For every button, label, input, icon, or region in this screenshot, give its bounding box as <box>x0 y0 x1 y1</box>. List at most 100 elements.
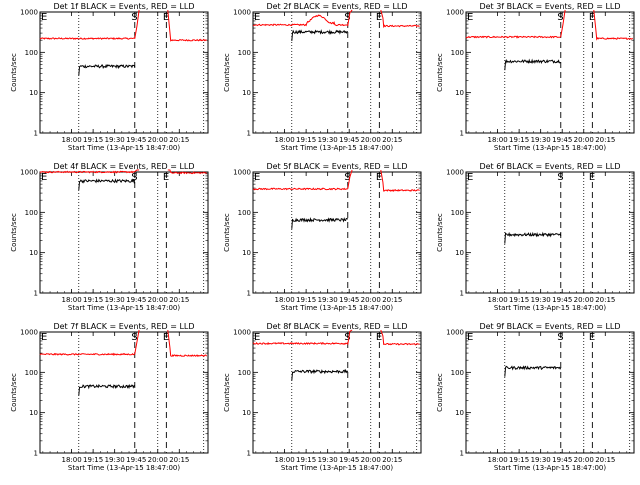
lld-series-line <box>39 169 207 175</box>
x-tick-label: 19:45 <box>126 456 146 464</box>
x-tick-label: 19:45 <box>339 296 359 304</box>
marker-label: S <box>344 12 350 23</box>
x-tick-label: 19:30 <box>531 136 551 144</box>
x-tick-label: 18:00 <box>274 296 294 304</box>
y-axis-label: Counts/sec <box>223 213 231 252</box>
x-tick-label: 19:45 <box>552 456 572 464</box>
marker-label: E <box>589 172 595 183</box>
marker-label: S <box>131 172 137 183</box>
x-tick-label: 18:00 <box>487 136 507 144</box>
x-tick-label: 18:00 <box>487 456 507 464</box>
x-tick-label: 19:30 <box>318 456 338 464</box>
y-tick-label: 1 <box>247 450 251 458</box>
x-tick-label: 19:45 <box>339 456 359 464</box>
x-tick-label: 20:15 <box>169 456 189 464</box>
x-tick-label: 19:45 <box>126 136 146 144</box>
y-tick-label: 10 <box>242 409 251 417</box>
x-tick-label: 20:15 <box>382 456 402 464</box>
y-tick-label: 1000 <box>446 9 464 17</box>
y-tick-label: 1 <box>34 130 38 138</box>
x-tick-label: 19:15 <box>296 136 316 144</box>
x-tick-label: 20:00 <box>574 296 594 304</box>
marker-label: E <box>41 12 47 23</box>
y-tick-label: 1000 <box>446 329 464 337</box>
y-axis-label: Counts/sec <box>436 213 444 252</box>
x-tick-label: 20:15 <box>382 136 402 144</box>
y-tick-label: 1000 <box>233 329 251 337</box>
marker-label: E <box>589 12 595 23</box>
marker-label: S <box>344 172 350 183</box>
panel-2: Det 2f BLACK = Events, RED = LLD 1 10 100 10… <box>223 2 422 152</box>
y-tick-label: 1000 <box>20 329 38 337</box>
y-tick-label: 100 <box>25 369 38 377</box>
events-series-line <box>291 216 349 229</box>
plot-frame <box>39 331 209 454</box>
x-tick-label: 20:00 <box>361 296 381 304</box>
y-tick-label: 1 <box>460 450 464 458</box>
plot-frame <box>39 11 209 134</box>
x-axis-label: Start Time (13-Apr-15 18:47:00) <box>68 144 180 152</box>
panel-title: Det 3f BLACK = Events, RED = LLD <box>479 2 620 11</box>
marker-label: E <box>376 172 382 183</box>
events-series-line <box>291 368 349 381</box>
y-tick-label: 10 <box>29 249 38 257</box>
y-tick-label: 10 <box>455 409 464 417</box>
y-tick-label: 10 <box>455 89 464 97</box>
plot-frame <box>465 171 635 294</box>
x-tick-label: 19:15 <box>509 136 529 144</box>
y-tick-label: 1000 <box>233 9 251 17</box>
events-series-line <box>504 231 562 244</box>
y-tick-label: 100 <box>451 369 464 377</box>
events-series-line <box>78 63 136 76</box>
x-tick-label: 20:15 <box>595 456 615 464</box>
x-tick-label: 19:30 <box>105 456 125 464</box>
x-tick-label: 19:30 <box>105 136 125 144</box>
x-tick-label: 20:15 <box>382 296 402 304</box>
y-tick-label: 10 <box>29 89 38 97</box>
panel-3: Det 3f BLACK = Events, RED = LLD 1 10 100 10… <box>436 2 635 152</box>
x-axis-label: Start Time (13-Apr-15 18:47:00) <box>281 144 393 152</box>
x-tick-label: 18:00 <box>61 456 81 464</box>
y-tick-label: 1 <box>34 450 38 458</box>
x-tick-label: 19:30 <box>105 296 125 304</box>
y-tick-label: 10 <box>242 249 251 257</box>
y-tick-label: 1000 <box>233 169 251 177</box>
x-tick-label: 19:15 <box>83 136 103 144</box>
y-tick-label: 100 <box>451 49 464 57</box>
marker-label: S <box>557 332 563 343</box>
plot-frame <box>252 331 422 454</box>
marker-label: E <box>376 332 382 343</box>
x-axis-label: Start Time (13-Apr-15 18:47:00) <box>68 304 180 312</box>
marker-label: E <box>467 332 473 343</box>
x-axis-label: Start Time (13-Apr-15 18:47:00) <box>281 464 393 472</box>
x-tick-label: 20:00 <box>361 136 381 144</box>
x-tick-label: 20:00 <box>148 456 168 464</box>
panel-title: Det 8f BLACK = Events, RED = LLD <box>266 322 407 331</box>
marker-label: S <box>557 172 563 183</box>
marker-label: E <box>254 172 260 183</box>
y-tick-label: 1 <box>460 290 464 298</box>
y-tick-label: 100 <box>25 209 38 217</box>
marker-label: E <box>163 12 169 23</box>
x-tick-label: 18:00 <box>274 136 294 144</box>
x-tick-label: 19:15 <box>509 296 529 304</box>
x-tick-label: 18:00 <box>487 296 507 304</box>
events-series-line <box>78 383 136 396</box>
x-tick-label: 18:00 <box>274 456 294 464</box>
y-axis-label: Counts/sec <box>10 53 18 92</box>
y-tick-label: 10 <box>29 409 38 417</box>
y-tick-label: 1 <box>34 290 38 298</box>
x-tick-label: 19:30 <box>531 296 551 304</box>
x-tick-label: 19:15 <box>296 456 316 464</box>
x-tick-label: 20:00 <box>574 456 594 464</box>
marker-label: S <box>131 332 137 343</box>
x-tick-label: 20:00 <box>148 296 168 304</box>
x-tick-label: 19:45 <box>552 296 572 304</box>
panel-9: Det 9f BLACK = Events, RED = LLD 1 10 100 10… <box>436 322 635 472</box>
y-axis-label: Counts/sec <box>436 53 444 92</box>
lld-series-line <box>465 9 633 41</box>
x-tick-label: 19:15 <box>296 296 316 304</box>
marker-label: E <box>163 332 169 343</box>
x-tick-label: 19:30 <box>318 136 338 144</box>
